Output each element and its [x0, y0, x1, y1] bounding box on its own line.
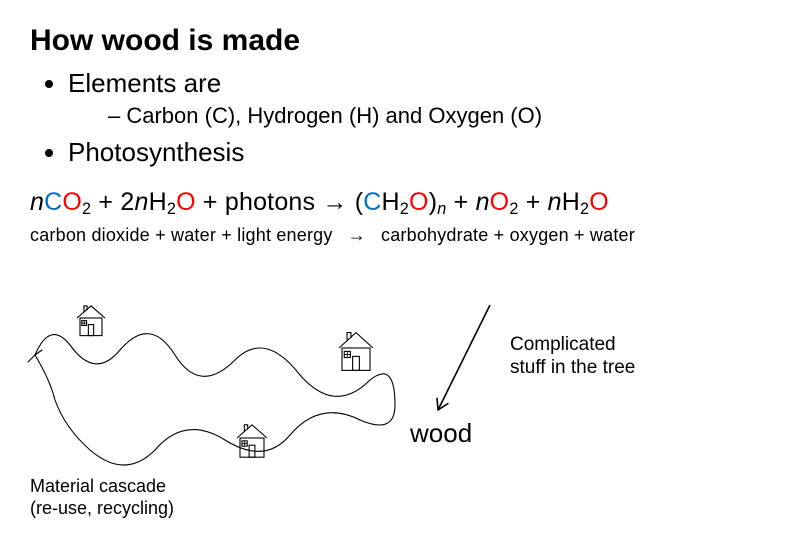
- bullet-1-sub-1: Carbon (C), Hydrogen (H) and Oxygen (O): [108, 103, 770, 129]
- slide-title: How wood is made: [30, 24, 770, 58]
- equation: nCO2 + 2nH2O + photons → (CH2O)n + nO2 +…: [30, 188, 770, 219]
- house-icon: [237, 425, 267, 457]
- arrow-to-wood: [438, 305, 490, 410]
- cascade-arrowhead: [28, 350, 42, 362]
- desc-arrow: →: [338, 225, 376, 246]
- house-icon: [339, 333, 373, 371]
- bullet-1-sub: Carbon (C), Hydrogen (H) and Oxygen (O): [68, 103, 770, 129]
- diagram-overlay: Complicatedstuff in the tree wood Material…: [0, 300, 800, 539]
- bullet-2: Photosynthesis: [68, 137, 770, 168]
- desc-right: carbohydrate + oxygen + water: [381, 225, 635, 245]
- annotation-line1: Complicated: [510, 334, 616, 355]
- annotation-line2: stuff in the tree: [510, 357, 635, 378]
- desc-left: carbon dioxide + water + light energy: [30, 225, 333, 245]
- house-icon: [77, 306, 105, 336]
- slide: How wood is made Elements are Carbon (C)…: [0, 0, 800, 539]
- wood-label: wood: [409, 418, 472, 448]
- caption-line2: (re-use, recycling): [30, 498, 174, 518]
- arrow-to-wood-head: [437, 398, 448, 410]
- bullet-1: Elements are: [68, 68, 770, 99]
- cascade-squiggle: [35, 334, 395, 465]
- bullet-list: Elements are Carbon (C), Hydrogen (H) an…: [30, 68, 770, 168]
- equation-description: carbon dioxide + water + light energy → …: [30, 225, 770, 246]
- caption-line1: Material cascade: [30, 476, 166, 496]
- equation-block: nCO2 + 2nH2O + photons → (CH2O)n + nO2 +…: [30, 188, 770, 246]
